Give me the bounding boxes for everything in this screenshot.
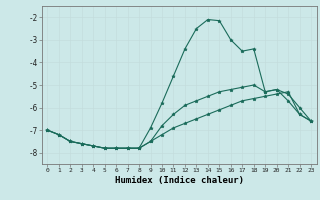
X-axis label: Humidex (Indice chaleur): Humidex (Indice chaleur) <box>115 176 244 185</box>
